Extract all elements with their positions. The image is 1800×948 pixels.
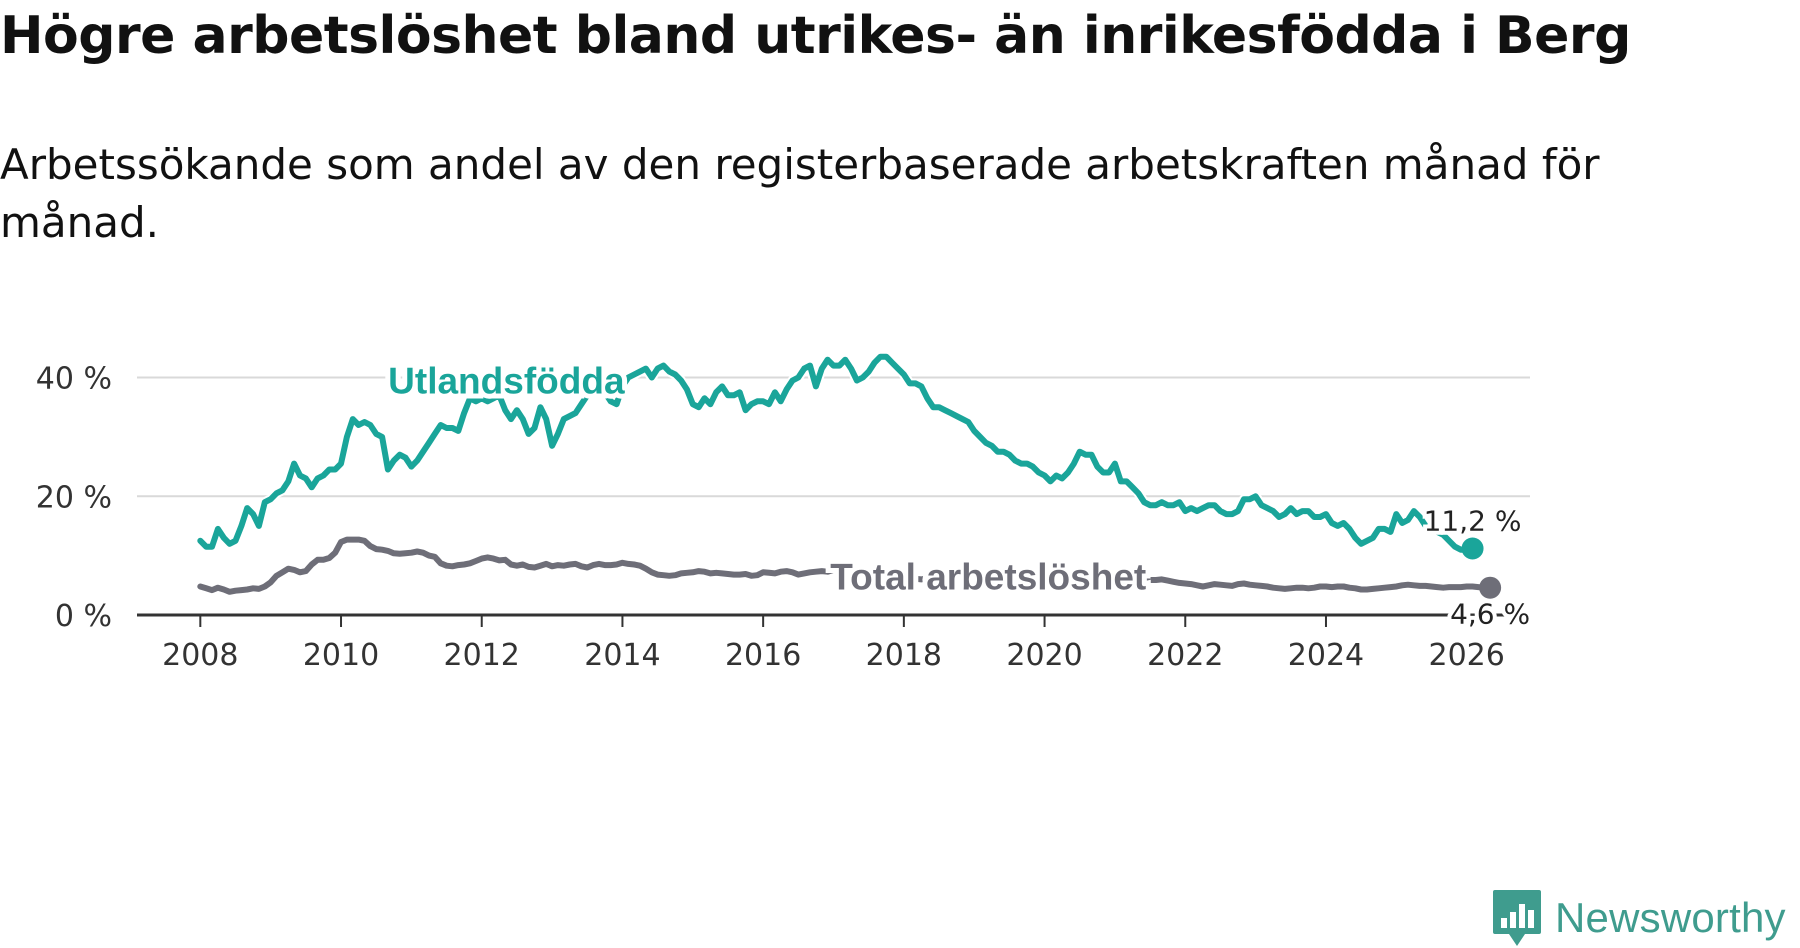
series-label-total: Total arbetslöshet [830,557,1146,598]
end-value-label: 11,2 % [1424,505,1522,538]
x-axis: 2008 2010 2012 2014 2016 2018 2020 2022 2024 2026 [137,613,1530,673]
y-tick-label: 20 % [36,480,112,515]
end-marker [1479,576,1502,599]
series-line-total [197,536,1494,595]
y-axis-ticks: 0 % 20 % 40 % [36,362,112,635]
x-tick-label: 2008 [162,638,238,673]
series-lines [195,351,1496,597]
x-tick-label: 2022 [1147,638,1223,673]
newsworthy-logo-icon [1493,890,1541,946]
x-tick-label: 2016 [725,638,801,673]
series-label-utlandsfodda: Utlandsfödda [388,361,625,402]
x-tick-label: 2010 [303,638,379,673]
series-line-utlandsfodda [197,353,1476,553]
x-tick-label: 2014 [584,638,660,673]
end-marker [1461,537,1484,560]
x-tick-label: 2020 [1006,638,1082,673]
chart-title: Högre arbetslöshet bland utrikes- än inr… [0,6,1631,66]
end-value-label: 4,6 % [1450,598,1530,631]
y-tick-label: 0 % [55,599,112,634]
series-labels: Utlandsfödda 11,2 % Total arbetslöshet 4,6 … [383,356,1534,635]
chart-subtitle: Arbetssökande som andel av den registerb… [0,140,1600,247]
x-tick-label: 2026 [1429,638,1505,673]
y-tick-label: 40 % [36,362,112,397]
x-tick-label: 2012 [444,638,520,673]
gridlines [137,376,1530,498]
x-tick-label: 2024 [1288,638,1364,673]
newsworthy-logo: Newsworthy [1491,888,1796,948]
brand-name: Newsworthy [1555,894,1786,941]
x-tick-label: 2018 [866,638,942,673]
line-chart: 0 % 20 % 40 % 2008 2010 2012 2014 2016 2018 2020… [36,351,1534,673]
